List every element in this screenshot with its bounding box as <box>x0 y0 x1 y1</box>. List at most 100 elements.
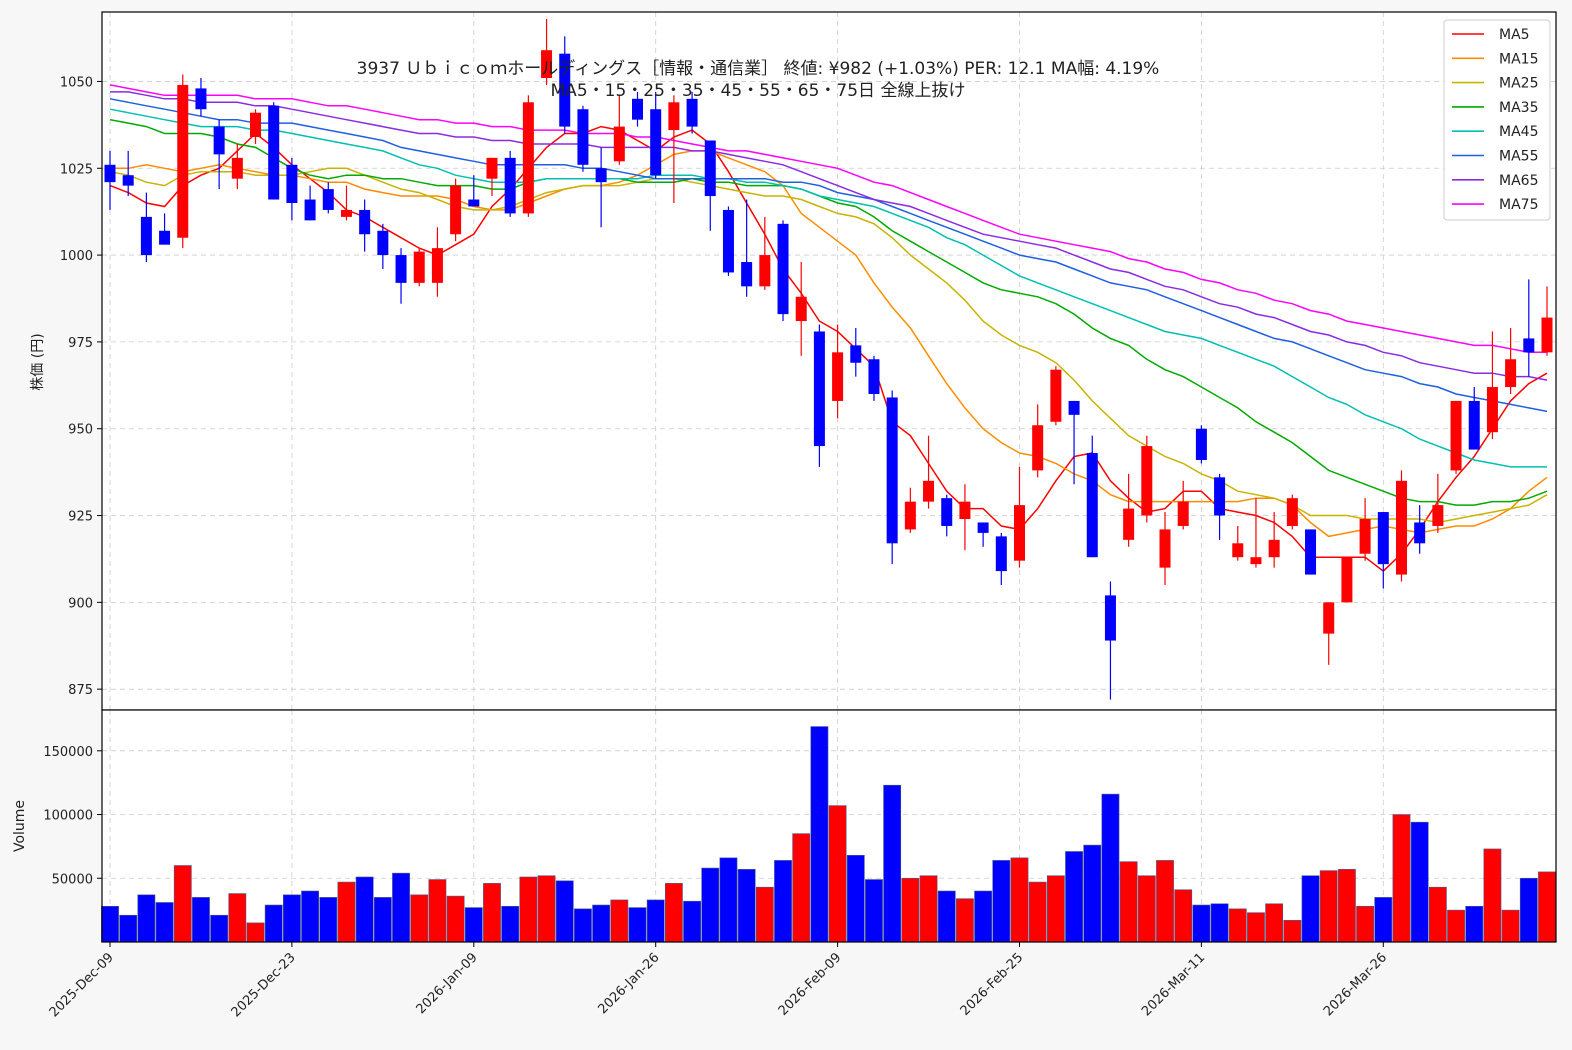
candle-body <box>468 199 480 207</box>
price-y-axis-label: 株価 (円) <box>30 333 46 390</box>
candle-body <box>1541 317 1553 353</box>
candle-body <box>632 98 644 120</box>
volume-bar <box>1228 908 1247 943</box>
candle-body <box>1141 446 1153 516</box>
volume-bar <box>464 907 483 943</box>
candle-body <box>1013 505 1025 561</box>
legend-label-ma45: MA45 <box>1499 124 1538 140</box>
ma-line-ma15 <box>110 150 1548 538</box>
price-plot-area <box>102 12 1556 710</box>
volume-bar <box>974 890 993 943</box>
candle-body <box>250 112 262 138</box>
volume-bar <box>1192 904 1211 943</box>
volume-bar <box>373 897 392 943</box>
volume-bar <box>446 895 465 943</box>
candle-body <box>541 50 553 78</box>
volume-bars <box>101 726 1556 943</box>
candle-body <box>1214 477 1226 516</box>
candle-body <box>1123 508 1135 540</box>
volume-bar <box>1210 903 1229 943</box>
volume-tick-label: 50000 <box>52 872 93 887</box>
volume-bar <box>483 883 501 943</box>
volume-bar <box>1137 875 1156 943</box>
volume-bar <box>628 907 647 943</box>
price-panel: 875 900 925 950 975 1000 1025 1050 株価 (円) 3937 … <box>30 11 1557 711</box>
volume-bar <box>956 898 974 943</box>
volume-bar <box>228 893 247 943</box>
volume-y-axis-label: Volume <box>12 800 28 852</box>
candle-body <box>231 157 243 179</box>
candle-body <box>1195 428 1207 460</box>
volume-bar <box>355 876 374 943</box>
candle-body <box>923 480 935 502</box>
volume-bar <box>264 904 283 943</box>
volume-bar <box>937 890 956 943</box>
volume-bar <box>155 902 174 943</box>
volume-bar <box>1447 909 1465 943</box>
candlesticks <box>104 18 1553 700</box>
candle-body <box>741 262 753 287</box>
candle-body <box>904 501 916 530</box>
candle-body <box>377 230 389 256</box>
volume-bar <box>319 897 338 943</box>
legend-label-ma55: MA55 <box>1499 149 1538 165</box>
volume-bar <box>1028 881 1047 943</box>
candle-body <box>959 501 971 520</box>
candle-body <box>431 248 443 283</box>
volume-bar <box>1410 821 1429 943</box>
legend-label-ma65: MA65 <box>1499 173 1538 189</box>
candle-body <box>577 109 589 165</box>
volume-bar <box>137 894 156 943</box>
candle-body <box>868 359 880 394</box>
candle-body <box>886 397 898 544</box>
volume-bar <box>537 875 556 943</box>
price-tick-label: 875 <box>68 683 93 698</box>
volume-bar <box>1119 861 1138 943</box>
volume-bar <box>1374 897 1393 943</box>
candle-body <box>1523 338 1535 353</box>
volume-bar <box>428 879 447 943</box>
legend-box <box>1443 19 1551 221</box>
volume-bar <box>1247 912 1265 943</box>
candle-body <box>1341 557 1353 603</box>
candle-body <box>1505 359 1517 388</box>
volume-bar <box>792 833 811 943</box>
volume-bar <box>828 805 847 943</box>
candle-body <box>1377 512 1389 565</box>
candle-body <box>1086 453 1098 558</box>
volume-bar <box>283 894 301 943</box>
legend-label-ma25: MA25 <box>1499 76 1538 92</box>
candle-body <box>777 223 789 315</box>
price-tick-label: 1000 <box>60 249 93 264</box>
candle-body <box>1323 602 1335 634</box>
volume-bar <box>1428 886 1447 943</box>
candle-body <box>1159 529 1171 568</box>
volume-tick-label: 100000 <box>43 809 93 824</box>
legend: MA5 MA15 MA25 MA35 MA45 MA55 MA65 MA75 <box>1443 19 1551 221</box>
volume-bar <box>337 881 356 943</box>
candle-body <box>686 98 698 127</box>
candle-body <box>668 102 680 131</box>
price-tick-label: 1050 <box>60 75 93 90</box>
price-y-ticks: 875 900 925 950 975 1000 1025 1050 <box>60 75 102 698</box>
candle-body <box>977 522 989 533</box>
volume-bar <box>192 897 210 943</box>
price-tick-label: 900 <box>68 596 93 611</box>
volume-bar <box>883 784 902 943</box>
volume-bar <box>1338 869 1356 943</box>
candle-body <box>595 168 607 183</box>
volume-bar <box>1046 875 1065 943</box>
candle-body <box>704 140 716 197</box>
price-tick-label: 975 <box>68 336 93 351</box>
ma-line-ma45 <box>109 108 1547 468</box>
volume-bar <box>301 890 319 943</box>
ma-line-ma75 <box>109 84 1547 354</box>
volume-bar <box>210 914 229 943</box>
volume-bar <box>901 877 920 943</box>
volume-bar <box>683 900 701 943</box>
candle-body <box>359 209 371 235</box>
volume-bar <box>555 880 574 943</box>
volume-bar <box>1010 857 1029 943</box>
volume-bar <box>1319 870 1338 943</box>
